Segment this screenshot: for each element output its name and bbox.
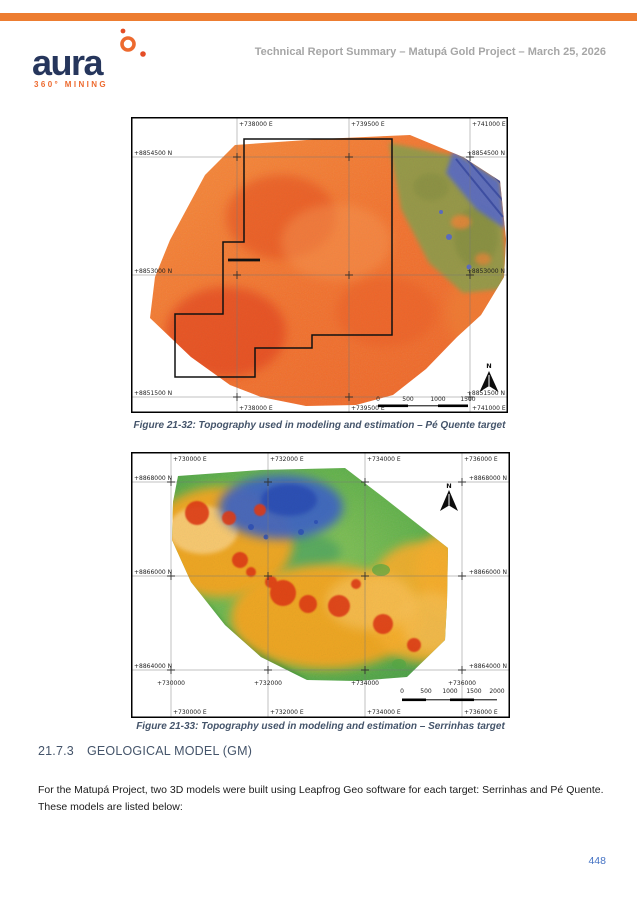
coordinate-label: +8851500 N <box>467 390 505 397</box>
aura-logo-tagline: 360° MINING <box>34 80 109 89</box>
coordinate-label: +734000 E <box>367 456 401 463</box>
coordinate-labels: +730000 E +732000 E +734000 E +736000 E … <box>134 456 507 716</box>
scale-label: 1500 <box>466 688 481 695</box>
north-arrow-icon: N <box>479 362 499 392</box>
scale-label: 500 <box>402 396 414 403</box>
coordinate-label: +732000 E <box>270 709 304 716</box>
coordinate-label: +8851500 N <box>134 390 172 397</box>
coordinate-label: +738000 E <box>239 405 273 412</box>
coordinate-labels: +738000 E +739500 E +741000 E +738000 E … <box>134 121 506 412</box>
section-number: 21.7.3 <box>38 744 74 758</box>
aura-logo-wordmark: aura <box>32 42 104 83</box>
coordinate-label: +741000 E <box>472 405 506 412</box>
coordinate-label: +739500 E <box>351 405 385 412</box>
coordinate-label: +730000 E <box>173 709 207 716</box>
coordinate-label: +736000 E <box>464 456 498 463</box>
north-label: N <box>486 362 491 370</box>
coordinate-label: +739500 E <box>351 121 385 128</box>
coordinate-label: +734000 <box>351 680 379 687</box>
aura-logo-dot-icon <box>120 28 146 57</box>
map-frame <box>131 117 508 413</box>
coordinate-label: +8854500 N <box>467 150 505 157</box>
coordinate-label: +8864000 N <box>469 663 507 670</box>
scale-label: 500 <box>420 688 432 695</box>
north-arrow-icon: N <box>440 482 458 511</box>
section-heading: 21.7.3 GEOLOGICAL MODEL (GM) <box>38 744 252 758</box>
section-title: GEOLOGICAL MODEL (GM) <box>86 744 253 758</box>
header-accent-bar <box>0 13 637 21</box>
serrinhas-topography-map: +730000 E +732000 E +734000 E +736000 E … <box>131 452 510 718</box>
coordinate-label: +736000 <box>448 680 476 687</box>
scale-label: 2000 <box>489 688 504 695</box>
coordinate-label: +8853000 N <box>134 268 172 275</box>
coordinate-label: +741000 E <box>472 121 506 128</box>
figure-21-32-caption: Figure 21-32: Topography used in modelin… <box>133 420 506 431</box>
scale-label: 1500 <box>460 396 475 403</box>
coordinate-label: +736000 E <box>464 709 498 716</box>
scale-label: 0 <box>400 688 404 695</box>
coordinate-label: +8854500 N <box>134 150 172 157</box>
coordinate-label: +8868000 N <box>469 475 507 482</box>
coordinate-label: +8866000 N <box>134 569 172 576</box>
topography-raster <box>150 135 506 406</box>
coordinate-label: +8864000 N <box>134 663 172 670</box>
coordinate-label: +732000 <box>254 680 282 687</box>
grid-lines <box>131 117 508 413</box>
scale-label: 0 <box>376 396 380 403</box>
coordinate-label: +732000 E <box>270 456 304 463</box>
body-paragraph: For the Matupá Project, two 3D models we… <box>38 783 604 813</box>
coordinate-label: +738000 E <box>239 121 273 128</box>
scale-bar: 0 500 1000 1500 2000 <box>400 688 505 702</box>
north-label: N <box>446 482 451 490</box>
model-boundary-outline <box>174 138 393 378</box>
coordinate-label: +8866000 N <box>469 569 507 576</box>
grid-lines <box>131 452 510 718</box>
coordinate-label: +730000 <box>157 680 185 687</box>
figure-21-33-caption: Figure 21-33: Topography used in modelin… <box>136 721 505 732</box>
coordinate-label: +8853000 N <box>467 268 505 275</box>
coordinate-label: +734000 E <box>367 709 401 716</box>
coordinate-label: +730000 E <box>173 456 207 463</box>
page-number: 448 <box>588 855 606 867</box>
pe-quente-topography-map: +738000 E +739500 E +741000 E +738000 E … <box>131 117 508 413</box>
topography-raster <box>172 468 448 681</box>
scale-label: 1000 <box>430 396 445 403</box>
scale-bar: 0 500 1000 1500 <box>376 396 476 408</box>
map-frame <box>131 452 510 718</box>
report-header-title: Technical Report Summary – Matupá Gold P… <box>254 46 606 58</box>
scale-label: 1000 <box>442 688 457 695</box>
coordinate-label: +8868000 N <box>134 475 172 482</box>
